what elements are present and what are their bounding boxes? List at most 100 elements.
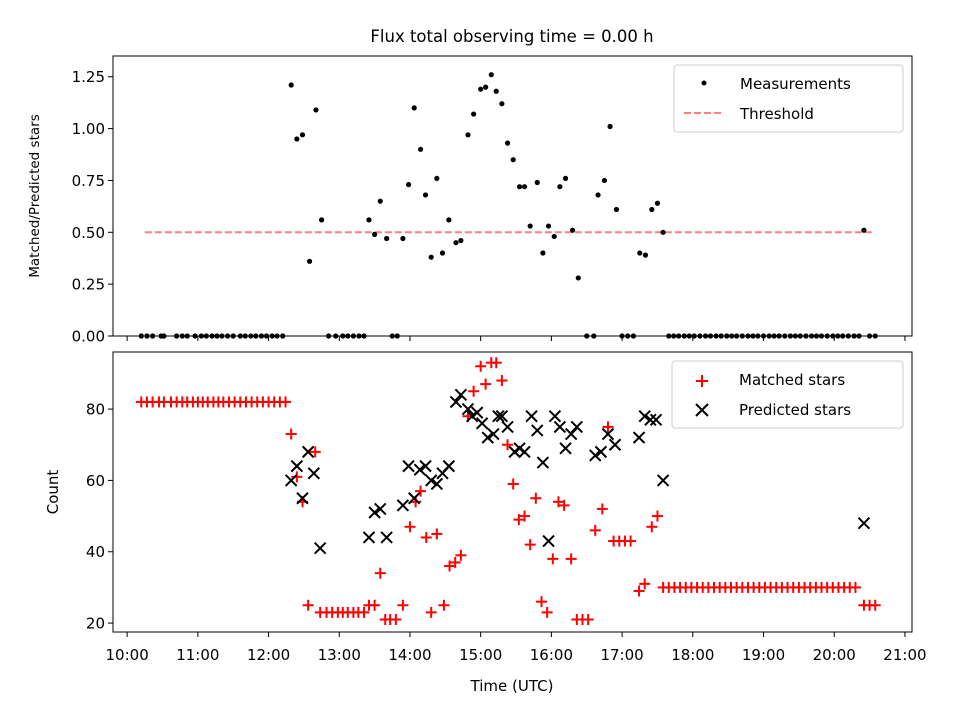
measurement-point (366, 217, 372, 223)
measurement-point (540, 250, 546, 256)
predicted-star-point (518, 445, 531, 459)
predicted-star-point (296, 492, 309, 505)
matched-star-point (490, 357, 502, 369)
matched-star-point (420, 531, 432, 543)
measurement-point (318, 217, 325, 223)
measurement-point (551, 233, 557, 240)
measurement-point (400, 235, 406, 242)
y-tick-label: 0.75 (72, 172, 105, 190)
matched-star-point (374, 567, 386, 579)
measurement-point (534, 179, 540, 186)
matched-star-point (449, 556, 461, 568)
measurement-point (493, 88, 499, 94)
matched-star-point (309, 446, 321, 458)
measurement-point (434, 175, 440, 181)
matched-star-point (519, 510, 531, 522)
matched-star-point (455, 549, 467, 561)
predicted-star-point (380, 531, 393, 544)
top-y-axis-label: Matched/Predicted stars (27, 114, 43, 277)
predicted-star-point (413, 463, 427, 476)
matched-star-point (358, 606, 370, 618)
measurement-point (637, 250, 643, 256)
x-tick-label: 21:00 (883, 646, 926, 664)
measurement-point (575, 275, 581, 281)
matched-star-point (496, 375, 508, 387)
matched-star-point (646, 521, 658, 533)
matched-star-point (431, 528, 443, 540)
x-tick-label: 16:00 (530, 646, 573, 664)
measurement-point (422, 192, 429, 198)
measurement-point (607, 123, 613, 130)
bottom-legend-frame (671, 360, 904, 429)
x-tick-label: 17:00 (600, 646, 643, 664)
ratio-panel: Flux total observing time = 0.00 h 0.00 0… (27, 27, 913, 346)
measurement-point (601, 177, 608, 184)
top-legend: Measurements Threshold (673, 64, 904, 133)
measurement-point (562, 175, 569, 181)
legend-matched-marker (696, 375, 708, 387)
matched-star-point (558, 499, 570, 511)
measurement-point (570, 227, 576, 233)
predicted-star-point (449, 395, 463, 409)
matched-star-point (280, 396, 292, 408)
legend-threshold-label: Threshold (739, 105, 814, 123)
measurement-point (313, 107, 319, 113)
predicted-star-point (553, 420, 567, 434)
measurement-point (527, 223, 533, 229)
predicted-star-point (301, 445, 315, 459)
predicted-star-point (374, 502, 387, 516)
count-panel: 20 40 60 80 10:00 11:00 12:00 13:00 14:00 15:00 1… (44, 351, 927, 695)
predicted-star-point (644, 413, 657, 426)
predicted-star-point (419, 459, 432, 473)
predicted-star-point (402, 459, 415, 473)
predicted-star-point (307, 467, 321, 480)
predicted-star-point (461, 402, 475, 416)
matched-star-point (475, 360, 487, 372)
predicted-star-point (408, 492, 421, 505)
matched-star-point (404, 521, 416, 533)
measurement-point (377, 198, 383, 204)
measurement-point (417, 146, 424, 152)
matched-star-point (507, 478, 519, 490)
predicted-star-point (501, 420, 514, 434)
measurement-point (483, 84, 489, 90)
predicted-star-point (559, 442, 572, 455)
predicted-star-point (548, 409, 562, 423)
measurement-point (478, 86, 484, 92)
predicted-star-point (492, 409, 505, 423)
legend-measurements-label: Measurements (740, 75, 851, 93)
matched-star-point (291, 471, 303, 483)
predicted-star-point (525, 409, 538, 423)
matched-star-point (869, 599, 881, 611)
matched-star-point (541, 606, 553, 618)
y-tick-label: 0.25 (72, 276, 105, 294)
measurement-point (465, 132, 471, 138)
predicted-star-point (601, 427, 615, 441)
predicted-star-point (564, 427, 578, 441)
matched-star-point (633, 585, 645, 597)
measurement-point (499, 101, 505, 107)
measurement-point (557, 184, 563, 190)
measurement-point (428, 254, 434, 260)
y-tick-label: 40 (86, 543, 105, 561)
legend-predicted-label: Predicted stars (739, 401, 851, 419)
predicted-star-point (570, 420, 584, 434)
measurement-point (372, 231, 378, 237)
measurement-point (488, 72, 494, 78)
predicted-star-point (531, 424, 544, 437)
matched-star-point (565, 553, 577, 565)
predicted-star-point (368, 506, 381, 519)
predicted-star-point (632, 431, 646, 444)
y-tick-label: 1.25 (72, 68, 105, 86)
measurement-point (446, 217, 452, 223)
x-tick-label: 15:00 (459, 646, 502, 664)
measurement-point (288, 82, 294, 88)
matched-star-point (390, 614, 402, 626)
predicted-star-point (430, 477, 444, 491)
measurement-point (595, 192, 601, 198)
predicted-star-point (284, 474, 298, 487)
predicted-star-point (487, 427, 500, 441)
x-tick-label: 11:00 (176, 646, 219, 664)
matched-star-point (589, 524, 601, 536)
